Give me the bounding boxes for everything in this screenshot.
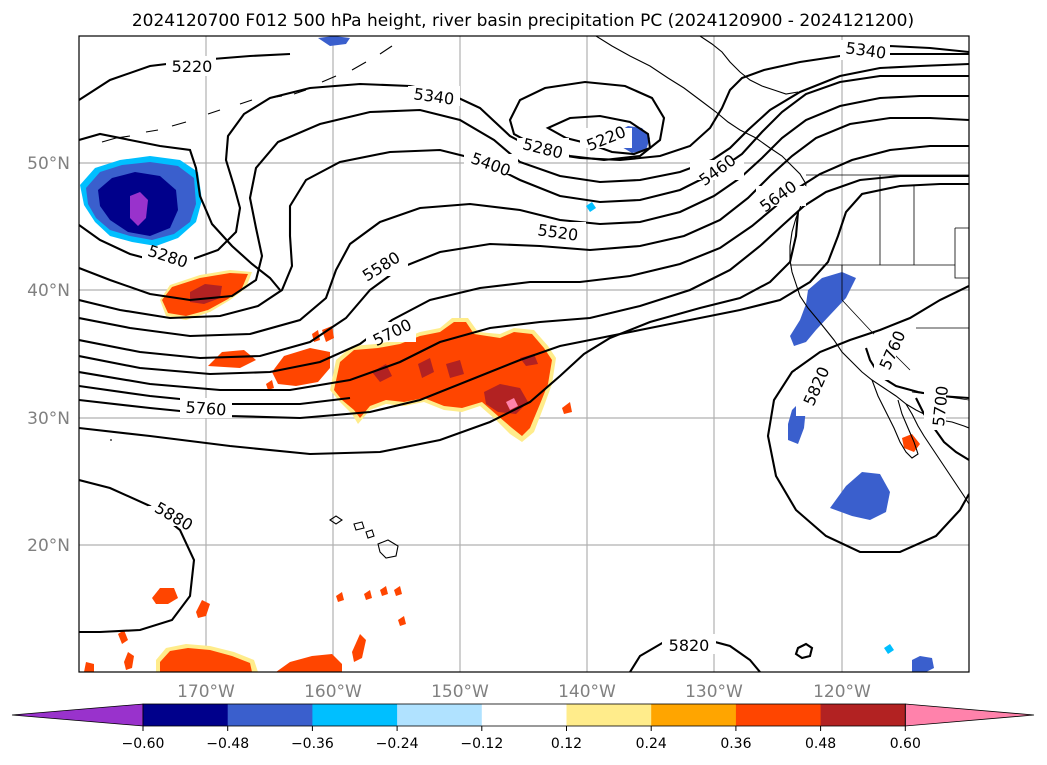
colorbar-segment — [566, 704, 652, 726]
latitude-labels: 50°N 40°N 30°N 20°N — [27, 154, 70, 556]
colorbar-segment — [143, 704, 229, 726]
contour-label: 5760 — [185, 398, 227, 420]
colorbar-segment — [312, 704, 398, 726]
lat-label: 50°N — [27, 154, 70, 174]
contour-label: 5220 — [172, 57, 213, 76]
colorbar-tick-label: 0.24 — [636, 736, 667, 752]
contour-labels: 5220 5340 5340 5280 5220 5400 5460 5640 … — [142, 38, 952, 655]
colorbar-outline — [142, 703, 906, 727]
longitude-labels: 170°W 160°W 150°W 140°W 130°W 120°W — [177, 682, 871, 702]
height-contours — [79, 44, 969, 672]
lat-label: 30°N — [27, 409, 70, 429]
lon-label: 170°W — [177, 682, 235, 702]
colorbar-segment — [397, 704, 483, 726]
colorbar-tick-label: 0.36 — [720, 736, 751, 752]
colorbar-extend-max — [904, 703, 1035, 727]
colorbar-segment — [651, 704, 737, 726]
lon-label: 160°W — [304, 682, 362, 702]
map-panel: 5220 5340 5340 5280 5220 5400 5460 5640 … — [79, 36, 969, 672]
contour-label: 5820 — [669, 636, 710, 655]
coastlines — [101, 36, 969, 659]
colorbar-tick-label: −0.24 — [376, 736, 419, 752]
positive-anomaly-shading — [84, 270, 920, 672]
lon-label: 130°W — [685, 682, 743, 702]
colorbar-tick-label: 0.60 — [890, 736, 921, 752]
colorbar: −0.60 −0.48 −0.36 −0.24 −0.12 0.12 0.24 0.36 0.4… — [11, 703, 1035, 752]
contour-label: 5700 — [929, 385, 952, 427]
colorbar-tick-label: −0.60 — [122, 736, 165, 752]
lon-label: 120°W — [813, 682, 871, 702]
lon-label: 150°W — [431, 682, 489, 702]
colorbar-extend-min — [11, 703, 144, 727]
colorbar-segment — [820, 704, 906, 726]
lon-label: 140°W — [558, 682, 616, 702]
colorbar-segment — [735, 704, 822, 726]
map-frame — [78, 35, 970, 673]
colorbar-segment — [481, 704, 567, 726]
lat-label: 40°N — [27, 281, 70, 301]
colorbar-tick-label: 0.48 — [805, 736, 836, 752]
colorbar-tick-label: −0.12 — [460, 736, 503, 752]
negative-anomaly-shading — [80, 36, 934, 672]
colorbar-segment — [227, 704, 313, 726]
colorbar-tick-label: −0.48 — [206, 736, 249, 752]
colorbar-tick-label: 0.12 — [551, 736, 582, 752]
lat-label: 20°N — [27, 536, 70, 556]
map-title: 2024120700 F012 500 hPa height, river ba… — [132, 11, 914, 31]
colorbar-tick-label: −0.36 — [291, 736, 334, 752]
